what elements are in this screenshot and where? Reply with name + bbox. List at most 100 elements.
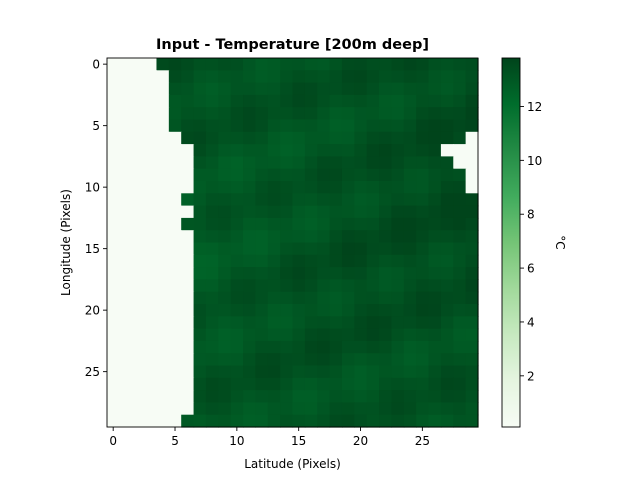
heatmap-cell (107, 58, 120, 71)
heatmap-cell (255, 107, 269, 121)
heatmap-cell (205, 82, 219, 96)
heatmap-cell (416, 217, 430, 231)
heatmap-cell (144, 156, 158, 170)
heatmap-cell (205, 168, 219, 182)
heatmap-cell (107, 390, 120, 403)
heatmap-cell (193, 230, 207, 244)
heatmap-cell (193, 107, 207, 121)
heatmap-cell (292, 402, 306, 416)
heatmap-cell (107, 242, 120, 256)
heatmap-cell (354, 193, 368, 207)
heatmap-cell (329, 304, 343, 317)
heatmap-cell (453, 131, 467, 145)
heatmap-cell (144, 402, 158, 416)
heatmap-cell (416, 414, 430, 428)
heatmap-cell (205, 353, 219, 367)
y-axis-ticks: 0 5 10 15 20 25 (85, 58, 107, 379)
heatmap-cell (181, 181, 195, 194)
heatmap-cell (131, 144, 145, 157)
heatmap-cell (280, 58, 294, 71)
heatmap-cell (354, 291, 368, 305)
heatmap-cell (119, 205, 133, 219)
heatmap-cell (144, 107, 158, 121)
heatmap-cell (391, 107, 405, 121)
heatmap-cell (243, 377, 256, 391)
heatmap-cell (205, 377, 219, 391)
heatmap-cell (119, 193, 133, 207)
heatmap-cell (465, 156, 479, 170)
heatmap-cell (218, 353, 232, 367)
heatmap-cell (243, 390, 256, 403)
heatmap-cell (156, 205, 170, 219)
heatmap-cell (341, 340, 355, 354)
heatmap-cell (317, 144, 331, 157)
heatmap-cell (267, 205, 281, 219)
heatmap-cell (379, 353, 393, 367)
heatmap-cell (428, 94, 442, 108)
heatmap-cell (168, 217, 182, 231)
heatmap-cell (255, 119, 269, 133)
heatmap-cell (440, 230, 454, 244)
heatmap-cell (403, 107, 417, 121)
heatmap-cell (230, 242, 244, 256)
heatmap-cell (144, 119, 158, 133)
heatmap-cell (341, 217, 355, 231)
heatmap-cell (453, 254, 467, 268)
heatmap-cell (144, 377, 158, 391)
heatmap-cell (354, 217, 368, 231)
heatmap-cell (354, 304, 368, 317)
heatmap-cell (428, 353, 442, 367)
heatmap-cell (465, 316, 479, 330)
heatmap-cell (181, 279, 195, 293)
heatmap-cell (280, 131, 294, 145)
heatmap-cell (107, 402, 120, 416)
heatmap-cell (341, 414, 355, 428)
heatmap-cell (218, 340, 232, 354)
colorbar-tick-label: 4 (527, 315, 535, 329)
heatmap-cell (181, 193, 195, 207)
heatmap-cell (292, 119, 306, 133)
heatmap-cell (255, 168, 269, 182)
heatmap-cell (416, 156, 430, 170)
heatmap-cell (292, 193, 306, 207)
heatmap-cell (218, 119, 232, 133)
heatmap-cell (107, 328, 120, 342)
heatmap-cell (416, 377, 430, 391)
heatmap-cell (304, 390, 318, 403)
heatmap-cell (391, 217, 405, 231)
heatmap-cell (168, 353, 182, 367)
heatmap-cell (280, 390, 294, 403)
heatmap-cell (341, 316, 355, 330)
heatmap-cell (230, 230, 244, 244)
heatmap-cell (144, 365, 158, 379)
heatmap-cell (156, 181, 170, 194)
heatmap-cell (205, 340, 219, 354)
heatmap-cell (156, 304, 170, 317)
heatmap-cell (341, 365, 355, 379)
y-axis-label: Longitude (Pixels) (59, 189, 73, 296)
heatmap-cell (280, 168, 294, 182)
heatmap-cell (366, 107, 380, 121)
heatmap-cell (280, 267, 294, 280)
heatmap-cell (267, 267, 281, 280)
heatmap-cell (107, 107, 120, 121)
heatmap-cell (131, 328, 145, 342)
heatmap-cell (329, 254, 343, 268)
heatmap-cell (366, 242, 380, 256)
heatmap-cell (453, 279, 467, 293)
heatmap-cell (416, 144, 430, 157)
heatmap-cell (317, 328, 331, 342)
heatmap-cell (292, 242, 306, 256)
heatmap-cell (280, 377, 294, 391)
heatmap-cell (329, 156, 343, 170)
heatmap-cell (119, 353, 133, 367)
heatmap-cell (379, 217, 393, 231)
heatmap-cell (181, 328, 195, 342)
x-tick-label: 15 (291, 434, 306, 448)
heatmap-cell (193, 340, 207, 354)
heatmap-cell (218, 291, 232, 305)
heatmap-cell (205, 70, 219, 84)
heatmap-cell (255, 144, 269, 157)
heatmap-cell (391, 168, 405, 182)
heatmap-cell (416, 107, 430, 121)
